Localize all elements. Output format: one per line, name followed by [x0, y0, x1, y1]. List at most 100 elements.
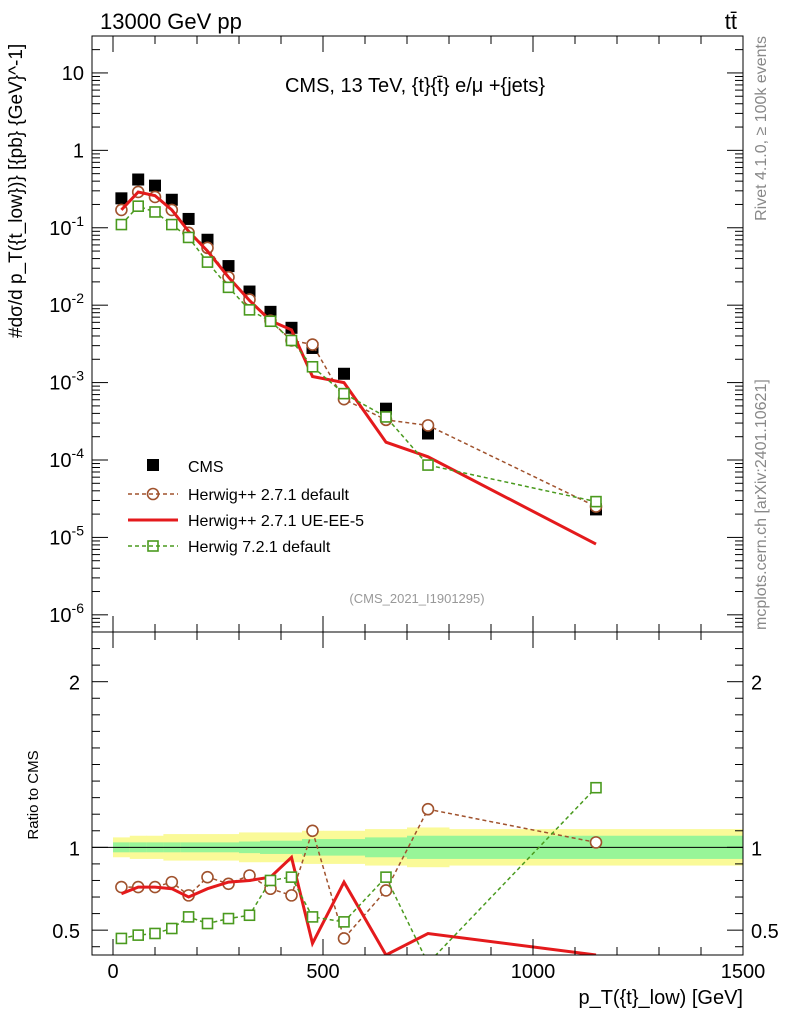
- ratio-point: [115, 932, 128, 945]
- ratio-y-tick-label-right: 2: [751, 673, 762, 695]
- ratio-point: [421, 802, 435, 816]
- ratio-point: [306, 911, 319, 923]
- data-point: [338, 387, 350, 400]
- series-herwigpp-ueee5: [120, 190, 597, 546]
- ratio-point: [285, 871, 298, 883]
- ratio-y-tick-label-right: 1: [751, 838, 762, 860]
- data-point: [264, 305, 277, 318]
- ratio-point: [222, 912, 235, 925]
- data-point: [149, 179, 161, 192]
- data-point: [149, 206, 161, 218]
- data-point: [421, 419, 435, 432]
- data-point: [222, 260, 235, 273]
- ratio-y-tick-label: 1: [69, 838, 80, 860]
- y-tick-label: 10-3: [49, 368, 84, 395]
- legend-herwig721-marker: [147, 540, 159, 552]
- ratio-series-herwig721-line: [121, 787, 597, 955]
- legend-herwig721-label: Herwig 7.2.1 default: [188, 539, 331, 556]
- header-process: 13000 GeV pp: [100, 9, 242, 34]
- data-point: [115, 218, 128, 231]
- data-point: [306, 338, 319, 351]
- y-tick-label: 1: [73, 140, 84, 162]
- data-point: [222, 281, 235, 294]
- data-point: [182, 231, 195, 244]
- data-point: [264, 315, 277, 328]
- ratio-point: [201, 870, 214, 884]
- data-point: [422, 459, 434, 471]
- legend-herwigpp-default-marker: [146, 487, 160, 501]
- series-herwig721: [115, 200, 602, 508]
- ratio-point: [166, 922, 178, 935]
- ratio-point: [243, 909, 256, 922]
- main-title: CMS, 13 TeV, {t}{t̄} e/μ +{jets}: [285, 75, 545, 97]
- ratio-point: [201, 917, 214, 930]
- data-point: [285, 334, 298, 347]
- y-tick-label: 10-4: [49, 445, 84, 472]
- legend: CMS Herwig++ 2.7.1 default Herwig++ 2.7.…: [128, 459, 364, 556]
- data-point: [285, 321, 298, 334]
- mcplots-label: mcplots.cern.ch [arXiv:2401.10621]: [753, 379, 770, 630]
- ratio-series-herwigpp-default: [115, 802, 603, 945]
- legend-entry-herwigpp-default: Herwig++ 2.7.1 default: [128, 487, 350, 504]
- main-y-axis-label: #dσ/d p_T({t_low})} [{pb} {GeV}^-1]: [6, 44, 27, 338]
- data-point: [132, 173, 145, 186]
- legend-cms-marker: [147, 459, 159, 471]
- main-panel: 10-6 10-5 10-4 10-3 10-2 10-1 1 10 CMS, 13 TeV,…: [6, 35, 744, 633]
- ratio-point: [264, 874, 277, 887]
- ratio-band-layer: [92, 827, 744, 868]
- ratio-series-herwigpp-ueee5-line: [120, 854, 597, 955]
- ratio-series-herwigpp-ueee5: [120, 854, 597, 955]
- ratio-y-axis-label: Ratio to CMS: [25, 750, 42, 839]
- ratio-point: [337, 932, 351, 945]
- data-point: [590, 495, 602, 508]
- y-tick-label: 10-2: [49, 290, 84, 317]
- legend-herwigpp-ueee5-label: Herwig++ 2.7.1 UE-EE-5: [188, 513, 364, 530]
- ratio-frame: [91, 631, 744, 956]
- legend-entry-herwig721: Herwig 7.2.1 default: [128, 539, 331, 556]
- x-tick-label: 0: [107, 961, 118, 983]
- y-tick-label: 10-1: [49, 213, 84, 240]
- ratio-point: [285, 889, 298, 902]
- series-herwig721-line: [120, 205, 597, 503]
- main-series-layer: [115, 173, 603, 546]
- ratio-series-layer: [115, 781, 603, 968]
- header-final-state: tt̄: [725, 9, 737, 34]
- data-point: [380, 411, 392, 423]
- ratio-point: [149, 927, 161, 940]
- main-axes: 10-6 10-5 10-4 10-3 10-2 10-1 1 10: [49, 35, 744, 633]
- x-tick-label: 500: [306, 961, 339, 983]
- data-point: [166, 218, 178, 231]
- x-tick-label: 1500: [721, 961, 766, 983]
- ratio-y-tick-label: 0.5: [52, 921, 80, 943]
- y-tick-label: 10-5: [49, 522, 84, 549]
- legend-entry-cms: CMS: [147, 459, 224, 476]
- data-point: [132, 200, 144, 212]
- ratio-point: [132, 929, 144, 941]
- legend-cms-label: CMS: [188, 459, 224, 476]
- ratio-point: [306, 824, 319, 838]
- ratio-axes: 0.5 0.5 1 1 2 2 0 500 1000 1500: [52, 631, 779, 983]
- data-point: [201, 256, 214, 268]
- ratio-point: [423, 958, 433, 968]
- y-tick-label: 10: [62, 63, 84, 85]
- data-point: [306, 360, 319, 373]
- legend-herwigpp-default-label: Herwig++ 2.7.1 default: [188, 487, 350, 504]
- ratio-series-herwig721: [115, 781, 602, 968]
- ratio-panel: 0.5 0.5 1 1 2 2 0 500 1000 1500 Ratio to CMS p_T(…: [25, 631, 779, 1009]
- data-point: [182, 212, 195, 225]
- ratio-point: [380, 871, 392, 883]
- ratio-point: [338, 916, 350, 928]
- data-point: [165, 193, 178, 206]
- ratio-point: [182, 911, 195, 923]
- legend-entry-herwigpp-ueee5: Herwig++ 2.7.1 UE-EE-5: [128, 513, 364, 530]
- rivet-label: Rivet 4.1.0, ≥ 100k events: [753, 36, 770, 221]
- x-tick-label: 1000: [511, 961, 556, 983]
- ratio-point: [165, 875, 179, 889]
- ratio-point: [379, 884, 393, 897]
- series-herwigpp-ueee5-line: [120, 190, 597, 546]
- ratio-y-tick-label: 2: [69, 673, 80, 695]
- y-tick-label: 10-6: [49, 600, 84, 627]
- data-point: [115, 192, 128, 205]
- x-axis-label: p_T({t}_low) [GeV]: [578, 987, 743, 1009]
